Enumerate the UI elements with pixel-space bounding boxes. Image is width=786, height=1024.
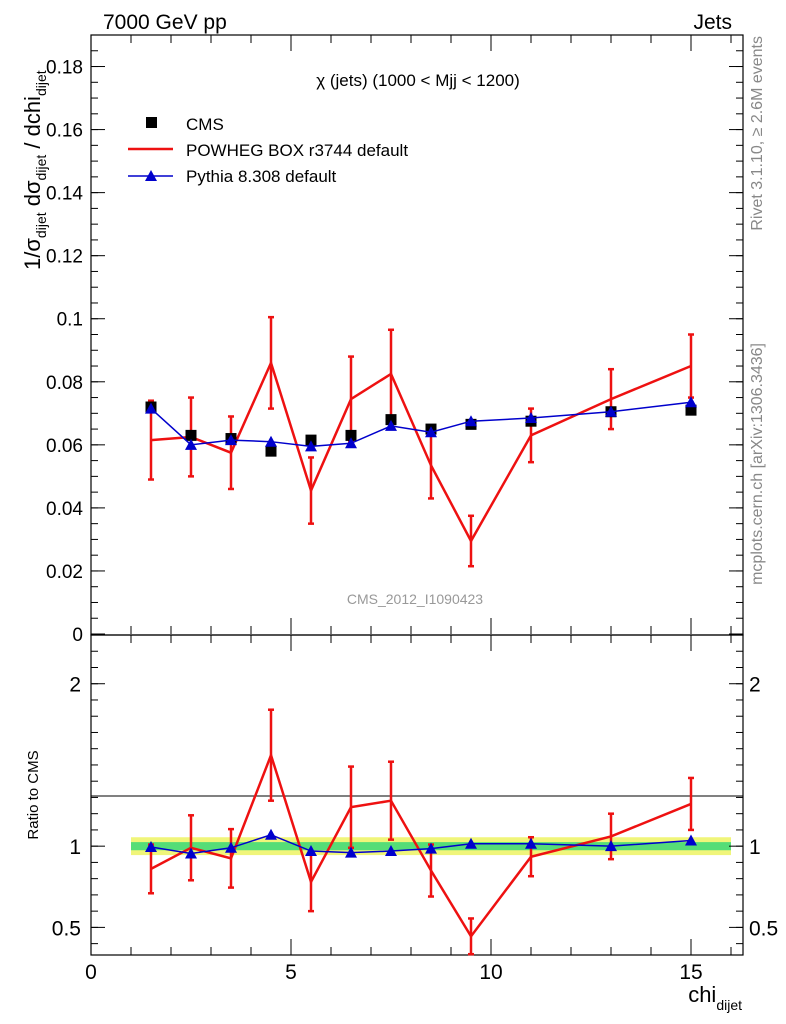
powheg-line bbox=[150, 359, 692, 544]
ratio-y-tick-label-right: 2 bbox=[749, 674, 761, 697]
main-y-tick-label: 0.06 bbox=[46, 436, 83, 457]
analysis-watermark: CMS_2012_I1090423 bbox=[347, 591, 483, 607]
pythia-point bbox=[605, 405, 617, 417]
ratio-x-axis: 0 5 10 15 bbox=[85, 635, 732, 984]
ratio-y-tick-label-right: 0.5 bbox=[749, 917, 778, 940]
main-plot-data bbox=[145, 315, 697, 568]
x-tick-label: 0 bbox=[85, 961, 97, 984]
header-right: Jets bbox=[693, 11, 732, 34]
plot-title: χ (jets) (1000 < Mjj < 1200) bbox=[316, 71, 520, 90]
ratio-pythia-line bbox=[150, 833, 692, 855]
ratio-pythia-point bbox=[425, 842, 437, 854]
ratio-y-tick-label: 0.5 bbox=[52, 917, 81, 940]
pythia-point bbox=[525, 412, 537, 424]
x-tick-label: 5 bbox=[285, 961, 297, 984]
ratio-pythia-point bbox=[265, 828, 277, 840]
ratio-powheg-line bbox=[150, 751, 692, 939]
legend-marker-cms bbox=[146, 117, 157, 128]
pythia-point bbox=[265, 435, 277, 447]
ratio-pythia-point bbox=[385, 845, 397, 857]
main-x-ticks bbox=[90, 35, 732, 634]
ratio-pythia-point bbox=[145, 840, 157, 852]
legend-label-powheg: POWHEG BOX r3744 default bbox=[186, 141, 408, 160]
ratio-pythia-point bbox=[225, 841, 237, 853]
main-y-axis-label: 1/σdijet dσdijet / dchidijet bbox=[20, 70, 49, 270]
pythia-point bbox=[385, 419, 397, 431]
pythia-point bbox=[185, 438, 197, 450]
pythia-point bbox=[305, 440, 317, 452]
main-y-tick-label: 0.02 bbox=[46, 562, 83, 583]
pythia-point bbox=[685, 396, 697, 408]
ratio-pythia-point bbox=[605, 840, 617, 852]
main-y-tick-label: 0.08 bbox=[46, 373, 83, 394]
cms-data-point bbox=[685, 404, 697, 416]
legend-label-pythia: Pythia 8.308 default bbox=[186, 167, 337, 186]
cms-data-point bbox=[185, 429, 197, 441]
legend: CMS POWHEG BOX r3744 default Pythia 8.30… bbox=[128, 115, 408, 186]
pythia-point bbox=[425, 426, 437, 438]
ratio-plot-data bbox=[145, 708, 697, 956]
x-axis-label: chidijet bbox=[688, 982, 742, 1013]
svg-text:chidijet: chidijet bbox=[688, 982, 742, 1013]
ratio-pythia-point bbox=[685, 834, 697, 846]
pythia-point bbox=[145, 402, 157, 414]
side-label-rivet: Rivet 3.1.10, ≥ 2.6M events bbox=[749, 36, 766, 231]
main-y-tick-label: 0.18 bbox=[46, 58, 83, 79]
cms-data-point bbox=[385, 414, 397, 426]
x-tick-label: 15 bbox=[679, 961, 702, 984]
header-left: 7000 GeV pp bbox=[103, 11, 227, 34]
ratio-y-tick-label-right: 1 bbox=[749, 836, 761, 859]
svg-text:1/σdijet dσdijet / dchidijet: 1/σdijet dσdijet / dchidijet bbox=[20, 70, 49, 270]
main-y-tick-label: 0.1 bbox=[57, 310, 83, 331]
ratio-pythia-point bbox=[525, 837, 537, 849]
cms-data-point bbox=[345, 429, 357, 441]
ratio-pythia-point bbox=[305, 845, 317, 857]
main-y-tick-label: 0.16 bbox=[46, 121, 83, 142]
ratio-y-axis-label: Ratio to CMS bbox=[25, 750, 42, 839]
main-y-axis: 0 0.02 0.04 0.06 0.08 0.1 0.12 0.14 0.16 0.18 bbox=[46, 50, 743, 646]
ratio-plot-frame bbox=[90, 634, 744, 956]
pythia-point bbox=[345, 437, 357, 449]
main-y-tick-label: 0.14 bbox=[46, 184, 83, 205]
pythia-line bbox=[150, 401, 692, 448]
cms-data-point bbox=[305, 434, 317, 446]
ratio-y-tick-label: 1 bbox=[69, 836, 81, 859]
x-tick-label: 10 bbox=[479, 961, 502, 984]
main-y-tick-label: 0 bbox=[72, 625, 83, 646]
ratio-pythia-point bbox=[345, 846, 357, 858]
main-y-tick-label: 0.04 bbox=[46, 499, 83, 520]
ratio-y-axis: 0.5 0.5 1 1 2 2 bbox=[52, 650, 778, 945]
main-y-tick-label: 0.12 bbox=[46, 247, 83, 268]
pythia-point bbox=[465, 415, 477, 427]
legend-label-cms: CMS bbox=[186, 115, 224, 134]
ratio-pythia-point bbox=[465, 837, 477, 849]
cms-data-point bbox=[265, 445, 277, 457]
legend-marker-pythia bbox=[145, 170, 157, 181]
side-label-mcplots: mcplots.cern.ch [arXiv:1306.3436] bbox=[749, 343, 766, 585]
ratio-y-tick-label: 2 bbox=[69, 674, 81, 697]
pythia-point bbox=[225, 434, 237, 446]
ratio-pythia-point bbox=[185, 847, 197, 859]
